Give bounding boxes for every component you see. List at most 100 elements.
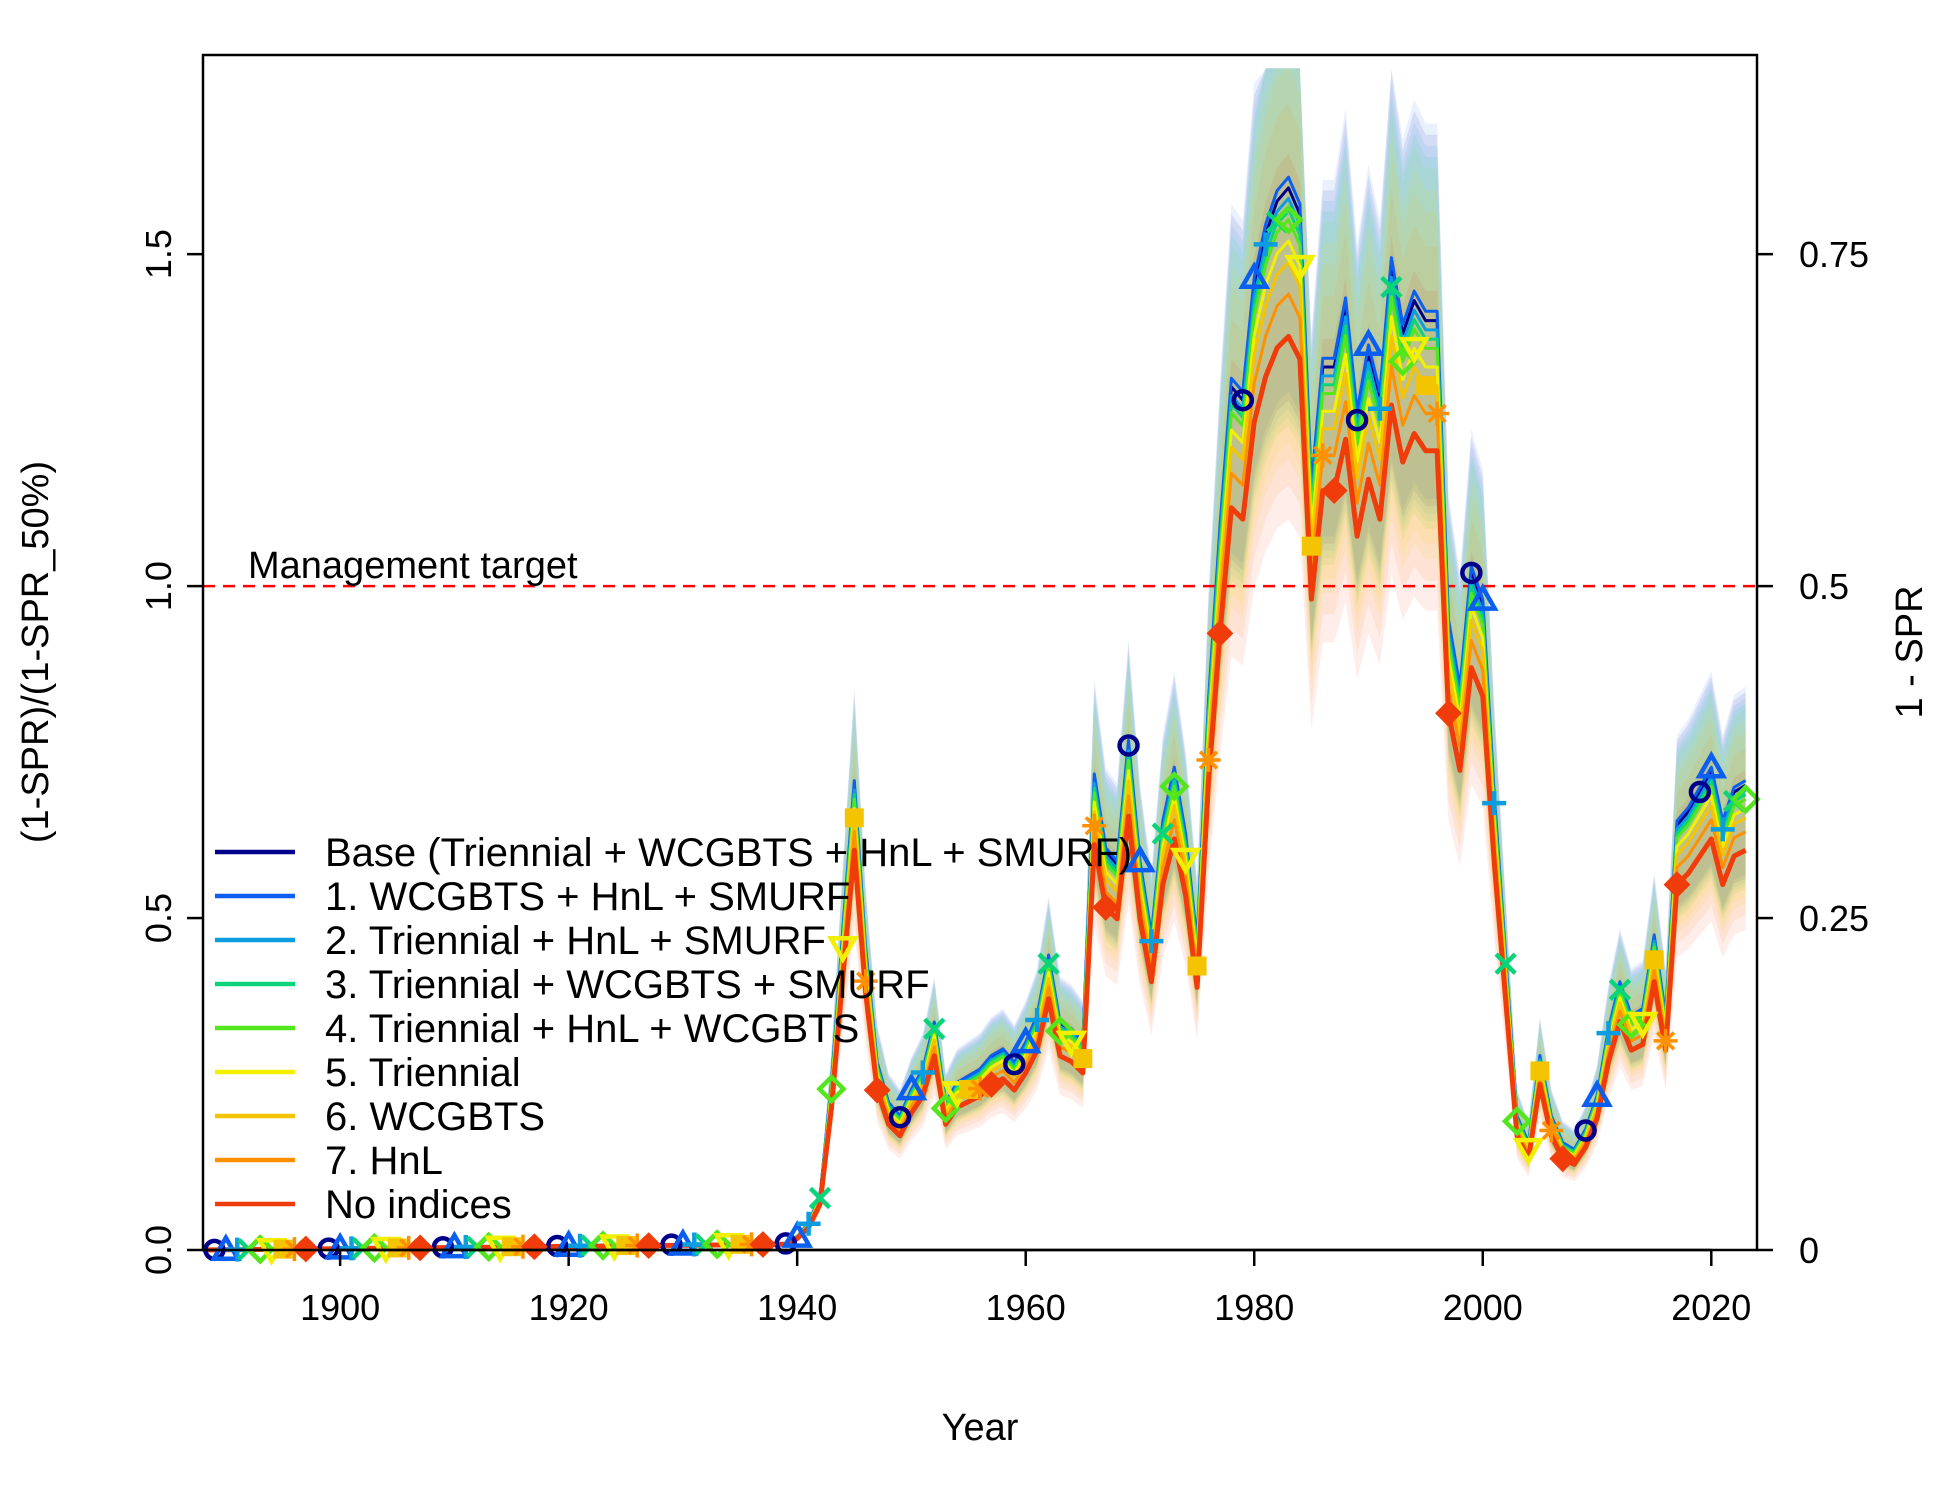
legend-label-8: No indices	[325, 1183, 512, 1227]
marker-1-1990	[1352, 328, 1385, 357]
x-tick-label-1980: 1980	[1214, 1287, 1294, 1328]
band-3	[203, 68, 1746, 1250]
marker-6-1995	[1416, 376, 1436, 396]
marker-5-1984	[1284, 254, 1316, 283]
marker-7-2006	[1539, 1118, 1564, 1143]
legend-label-0: Base (Triennial + WCGBTS + HnL + SMURF)	[325, 831, 1132, 875]
marker-4-2003	[1501, 1106, 1533, 1137]
marker-7-1956	[968, 1076, 992, 1101]
marker-7-1946	[853, 969, 878, 994]
y2-tick-label-0: 0	[1799, 1230, 1819, 1271]
marker-6-1965	[1073, 1049, 1093, 1069]
x-axis: 1900 1920 1940 1960 1980 2000 2020	[300, 1248, 1751, 1328]
marker-0-1979	[1231, 388, 1255, 412]
legend-label-3: 3. Triennial + WCGBTS + SMURF	[325, 963, 930, 1007]
marker-4-1983	[1273, 204, 1304, 235]
marker-0-2019	[1688, 780, 1712, 804]
y-tick-label-3: 1.5	[138, 229, 179, 279]
marker-8-1987	[1320, 477, 1348, 505]
y-tick-label-1: 0.5	[138, 893, 179, 943]
marker-3-1972	[1151, 822, 1175, 845]
x-tick-label-1920: 1920	[529, 1287, 609, 1328]
marker-8-1947	[863, 1076, 891, 1104]
marker-4-1963	[1044, 1015, 1076, 1047]
marker-2-2011	[1596, 1021, 1621, 1046]
marker-4-1923	[587, 1230, 619, 1261]
y-axis-title-left: (1-SPR)/(1-SPR_50%)	[15, 461, 57, 843]
marker-1-2020	[1695, 750, 1728, 779]
y2-tick-label-2: 0.5	[1799, 566, 1849, 607]
marker-2-2021	[1710, 817, 1735, 842]
marker-3-2012	[1608, 978, 1632, 1001]
marker-2-1951	[910, 1060, 935, 1085]
marker-8-2017	[1663, 871, 1691, 899]
marker-3-1952	[923, 1017, 946, 1040]
marker-3-2002	[1494, 952, 1517, 975]
marker-5-2014	[1626, 1011, 1659, 1040]
marker-8-1907	[406, 1234, 434, 1262]
marker-0-1959	[1003, 1052, 1026, 1076]
marker-8-1967	[1092, 894, 1120, 921]
band-2	[203, 68, 1746, 1250]
marker-8-1997	[1435, 699, 1462, 727]
band-4	[203, 68, 1746, 1250]
marker-1-1980	[1238, 261, 1271, 289]
band-5	[203, 68, 1746, 1250]
marker-1-1970	[1124, 844, 1156, 873]
marker-7-1976	[1196, 748, 1221, 773]
x-tick-label-1940: 1940	[757, 1287, 837, 1328]
marker-2-1981	[1253, 232, 1278, 257]
y-tick-label-2: 1.0	[138, 561, 179, 611]
legend-label-5: 5. Triennial	[325, 1051, 521, 1095]
marker-0-1999	[1460, 561, 1483, 585]
marker-0-1969	[1117, 734, 1140, 757]
marker-7-2016	[1653, 1028, 1678, 1053]
x-tick-label-2000: 2000	[1443, 1287, 1523, 1328]
marker-0-1949	[888, 1105, 912, 1129]
marker-6-1975	[1187, 956, 1207, 976]
legend: Base (Triennial + WCGBTS + HnL + SMURF)1…	[215, 831, 1132, 1227]
marker-8-1917	[520, 1233, 548, 1261]
marker-8-1977	[1206, 619, 1234, 647]
x-tick-label-1900: 1900	[300, 1287, 380, 1328]
marker-6-2015	[1644, 950, 1664, 970]
marker-4-1913	[473, 1231, 504, 1263]
marker-4-2023	[1730, 784, 1761, 815]
x-axis-title: Year	[942, 1407, 1019, 1449]
y-tick-label-0: 0.0	[138, 1225, 179, 1275]
y2-tick-label-1: 0.25	[1799, 898, 1869, 939]
marker-2-1941	[796, 1211, 821, 1236]
marker-8-1927	[635, 1232, 663, 1260]
marker-2-1991	[1367, 396, 1392, 421]
marker-8-1957	[978, 1071, 1005, 1098]
marker-4-1953	[930, 1093, 961, 1124]
management-target-group: Management target	[203, 545, 1757, 588]
band-6	[203, 68, 1746, 1250]
marker-4-1903	[359, 1232, 390, 1264]
marker-3-1992	[1380, 275, 1403, 299]
y2-tick-label-3: 0.75	[1799, 234, 1869, 275]
band-1	[203, 68, 1746, 1250]
marker-3-1962	[1037, 952, 1060, 975]
marker-5-1994	[1398, 336, 1431, 365]
legend-label-6: 6. WCGBTS	[325, 1095, 545, 1139]
marker-2-1971	[1139, 929, 1164, 954]
marker-1-2010	[1581, 1079, 1613, 1108]
marker-4-2013	[1616, 1009, 1647, 1040]
marker-8-2007	[1549, 1145, 1577, 1173]
marker-4-1933	[702, 1229, 733, 1260]
management-target-label: Management target	[248, 545, 578, 587]
y-axis-title-right: 1 - SPR	[1889, 585, 1931, 718]
marker-7-1996	[1425, 401, 1450, 426]
marker-7-1966	[1082, 813, 1107, 838]
marker-5-1944	[827, 936, 859, 964]
legend-label-4: 4. Triennial + HnL + WCGBTS	[325, 1007, 859, 1051]
marker-6-1945	[844, 808, 864, 828]
marker-1-1940	[781, 1220, 814, 1248]
marker-2-1961	[1025, 1007, 1050, 1032]
marker-0-2009	[1574, 1119, 1597, 1142]
y-axis-right: 0 0.25 0.5 0.75	[1757, 234, 1869, 1271]
marker-0-1989	[1345, 408, 1369, 432]
